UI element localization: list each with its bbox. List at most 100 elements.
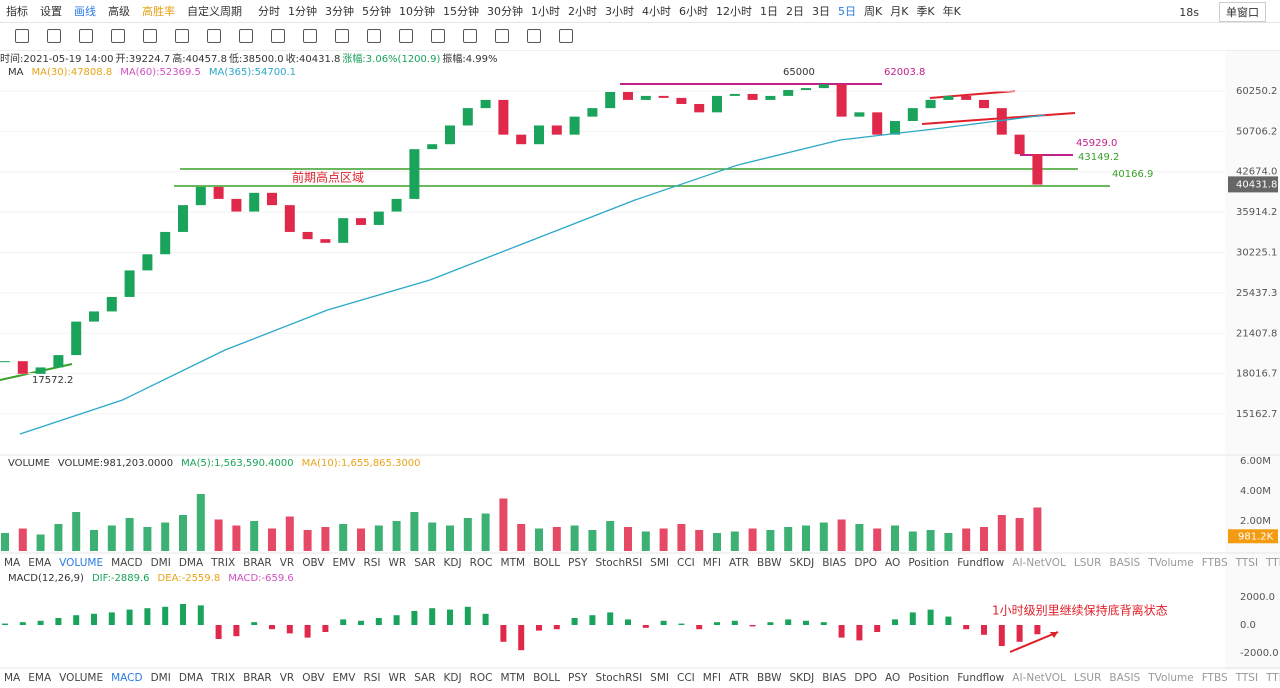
- period[interactable]: 4小时: [642, 5, 671, 18]
- indicator-tab[interactable]: WR: [388, 672, 407, 684]
- window-select[interactable]: 单窗口: [1219, 2, 1266, 22]
- tool[interactable]: [79, 29, 93, 43]
- menu-item[interactable]: 指标: [6, 5, 28, 18]
- indicator-tab[interactable]: EMA: [28, 557, 52, 569]
- indicator-tab[interactable]: KDJ: [443, 557, 462, 569]
- indicator-tab[interactable]: BBW: [757, 672, 782, 684]
- menu-item[interactable]: 自定义周期: [187, 5, 242, 18]
- period[interactable]: 2日: [786, 5, 804, 18]
- indicator-tab[interactable]: RSI: [363, 557, 381, 569]
- indicator-tab[interactable]: OBV: [302, 557, 325, 569]
- tool[interactable]: [303, 29, 317, 43]
- tool[interactable]: [431, 29, 445, 43]
- tool[interactable]: [143, 29, 157, 43]
- indicator-tab[interactable]: ROC: [469, 557, 493, 569]
- indicator-tab[interactable]: DMA: [178, 557, 204, 569]
- indicator-tab[interactable]: BIAS: [822, 557, 847, 569]
- indicator-tab[interactable]: CCI: [677, 672, 695, 684]
- tool[interactable]: [47, 29, 61, 43]
- indicator-tab[interactable]: SMI: [650, 672, 669, 684]
- indicator-tab[interactable]: SAR: [414, 557, 436, 569]
- period[interactable]: 10分钟: [399, 5, 435, 18]
- indicator-tab[interactable]: DMI: [150, 672, 171, 684]
- indicator-tab[interactable]: BOLL: [533, 672, 561, 684]
- indicator-tab[interactable]: DPO: [854, 672, 878, 684]
- indicator-tab[interactable]: AI-NetVOL: [1012, 672, 1066, 684]
- indicator-tab[interactable]: BRAR: [243, 557, 272, 569]
- period[interactable]: 12小时: [716, 5, 752, 18]
- indicator-tab[interactable]: DMA: [178, 672, 204, 684]
- period[interactable]: 6小时: [679, 5, 708, 18]
- indicator-tab[interactable]: ROC: [469, 672, 493, 684]
- indicator-tab[interactable]: EMA: [28, 672, 52, 684]
- indicator-tab[interactable]: ATR: [728, 557, 750, 569]
- indicator-tab[interactable]: MTM: [500, 557, 526, 569]
- indicator-tab[interactable]: TTMU: [1266, 557, 1280, 569]
- indicator-tab[interactable]: AO: [885, 672, 901, 684]
- indicator-tab[interactable]: EMV: [332, 672, 356, 684]
- indicator-tab[interactable]: AO: [885, 557, 901, 569]
- tool[interactable]: [271, 29, 285, 43]
- period[interactable]: 3小时: [605, 5, 634, 18]
- tool[interactable]: [239, 29, 253, 43]
- tool[interactable]: [207, 29, 221, 43]
- period[interactable]: 1日: [760, 5, 778, 18]
- indicator-tab[interactable]: WR: [388, 557, 407, 569]
- tool[interactable]: [559, 29, 573, 43]
- indicator-tab[interactable]: Fundflow: [957, 557, 1005, 569]
- indicator-tab[interactable]: StochRSI: [595, 672, 643, 684]
- period[interactable]: 5日: [838, 5, 856, 18]
- period[interactable]: 3分钟: [325, 5, 354, 18]
- tool[interactable]: [463, 29, 477, 43]
- menu-item[interactable]: 设置: [40, 5, 62, 18]
- indicator-tab[interactable]: StochRSI: [595, 557, 643, 569]
- indicator-tab[interactable]: KDJ: [443, 672, 462, 684]
- tool[interactable]: [111, 29, 125, 43]
- indicator-tab[interactable]: OBV: [302, 672, 325, 684]
- indicator-tab[interactable]: RSI: [363, 672, 381, 684]
- period[interactable]: 2小时: [568, 5, 597, 18]
- indicator-tab[interactable]: SMI: [650, 557, 669, 569]
- indicator-tab[interactable]: TVolume: [1148, 672, 1194, 684]
- tool[interactable]: [527, 29, 541, 43]
- menu-item[interactable]: 高胜率: [142, 5, 175, 18]
- indicator-tab[interactable]: AI-NetVOL: [1012, 557, 1066, 569]
- tool[interactable]: [495, 29, 509, 43]
- indicator-tab[interactable]: LSUR: [1073, 672, 1102, 684]
- indicator-tab[interactable]: BBW: [757, 557, 782, 569]
- indicator-tab[interactable]: TTMU: [1266, 672, 1280, 684]
- indicator-tab[interactable]: ATR: [728, 672, 750, 684]
- period[interactable]: 1分钟: [288, 5, 317, 18]
- period[interactable]: 年K: [942, 5, 961, 18]
- indicator-tab[interactable]: VR: [279, 557, 295, 569]
- indicator-tab[interactable]: FTBS: [1201, 557, 1228, 569]
- indicator-tab[interactable]: DMI: [150, 557, 171, 569]
- indicator-tab[interactable]: TRIX: [211, 672, 236, 684]
- indicator-tab[interactable]: BRAR: [243, 672, 272, 684]
- period[interactable]: 5分钟: [362, 5, 391, 18]
- period[interactable]: 30分钟: [487, 5, 523, 18]
- period[interactable]: 分时: [258, 5, 280, 18]
- indicator-tab[interactable]: BASIS: [1109, 672, 1141, 684]
- indicator-tab[interactable]: VR: [279, 672, 295, 684]
- indicator-tab[interactable]: MA: [4, 672, 21, 684]
- indicator-tab[interactable]: MFI: [702, 557, 721, 569]
- indicator-tab[interactable]: MACD: [111, 557, 143, 569]
- indicator-tab[interactable]: MA: [4, 557, 21, 569]
- menu-item[interactable]: 画线: [74, 5, 96, 18]
- indicator-tab[interactable]: TRIX: [211, 557, 236, 569]
- tool[interactable]: [367, 29, 381, 43]
- indicator-tab[interactable]: MACD: [111, 672, 143, 684]
- tool[interactable]: [399, 29, 413, 43]
- tool[interactable]: [15, 29, 29, 43]
- tool[interactable]: [175, 29, 189, 43]
- indicator-tab[interactable]: EMV: [332, 557, 356, 569]
- indicator-tab[interactable]: DPO: [854, 557, 878, 569]
- indicator-tab[interactable]: TVolume: [1148, 557, 1194, 569]
- indicator-tab[interactable]: Position: [908, 557, 950, 569]
- menu-item[interactable]: 高级: [108, 5, 130, 18]
- period[interactable]: 月K: [890, 5, 909, 18]
- indicator-tab[interactable]: PSY: [568, 672, 588, 684]
- indicator-tab[interactable]: BOLL: [533, 557, 561, 569]
- period[interactable]: 季K: [916, 5, 935, 18]
